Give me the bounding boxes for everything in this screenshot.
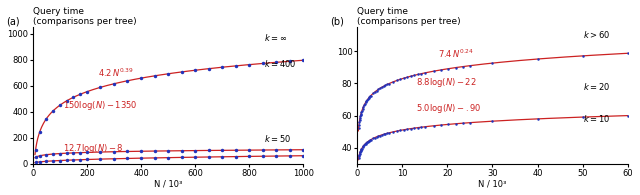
X-axis label: N / 10³: N / 10³ [154,179,182,188]
Text: $k=10$: $k=10$ [582,113,610,124]
Text: $7.4\,N^{0.24}$: $7.4\,N^{0.24}$ [438,47,474,60]
Text: $12.7\log(N)-8$: $12.7\log(N)-8$ [63,142,124,155]
Text: $150\log(N)-1350$: $150\log(N)-1350$ [63,99,137,112]
Text: (a): (a) [6,16,19,26]
Text: Query time
(comparisons per tree): Query time (comparisons per tree) [357,7,461,26]
Text: Query time
(comparisons per tree): Query time (comparisons per tree) [33,7,136,26]
Text: $8.8\log(N)-22$: $8.8\log(N)-22$ [416,76,477,89]
Text: (b): (b) [330,16,344,26]
Text: $k=400$: $k=400$ [264,58,296,69]
Text: $k=20$: $k=20$ [582,81,610,92]
Text: $k=50$: $k=50$ [264,133,291,144]
Text: $4.2\,N^{0.39}$: $4.2\,N^{0.39}$ [98,66,134,79]
X-axis label: N / 10³: N / 10³ [478,179,507,188]
Text: $k>60$: $k>60$ [582,29,610,40]
Text: $5.0\log(N)-.90$: $5.0\log(N)-.90$ [416,102,481,115]
Text: $k=\infty$: $k=\infty$ [264,32,287,43]
